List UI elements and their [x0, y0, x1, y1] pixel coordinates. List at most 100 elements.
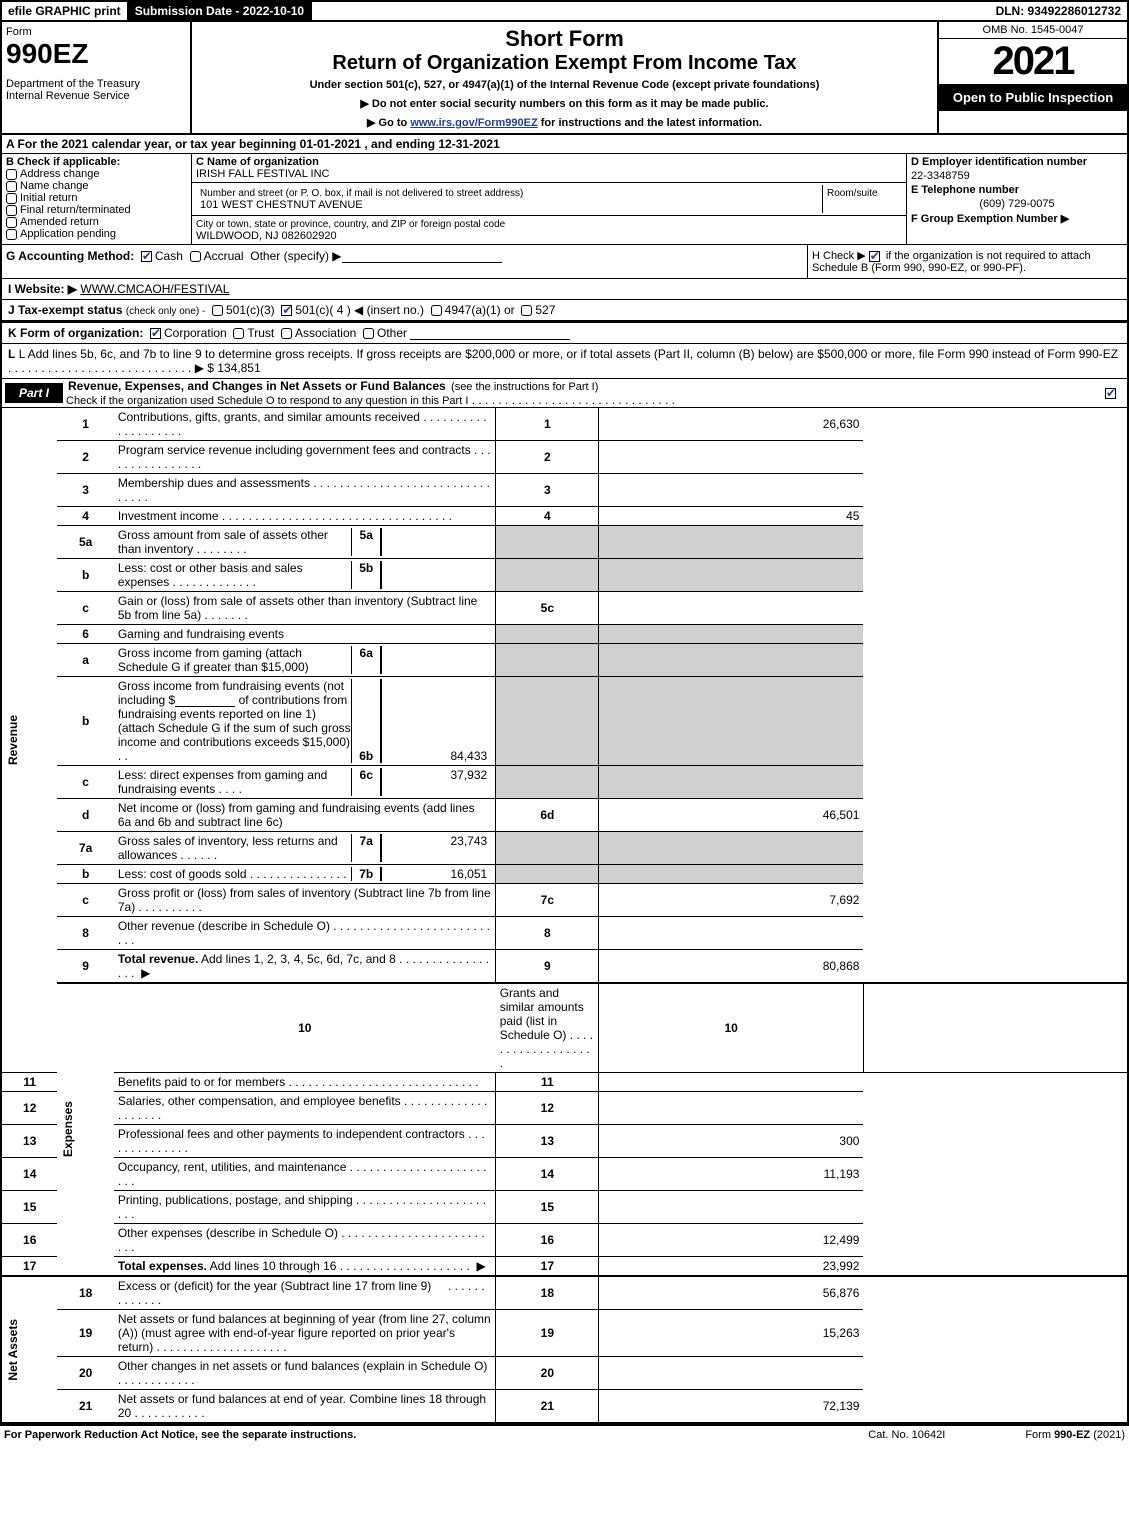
form-label: Form — [6, 26, 186, 38]
line-13: 13Professional fees and other payments t… — [1, 1125, 1128, 1158]
checkbox-corporation[interactable] — [150, 328, 161, 339]
opt-other-org: Other — [377, 326, 407, 340]
opt-name-change: Name change — [20, 180, 89, 192]
opt-527: 527 — [535, 303, 555, 317]
short-form-title: Short Form — [196, 26, 933, 52]
side-net-assets: Net Assets — [6, 1319, 20, 1381]
line-8: 8Other revenue (describe in Schedule O) … — [1, 917, 1128, 950]
line-6: 6Gaming and fundraising events — [1, 625, 1128, 644]
part-i-tab: Part I — [5, 383, 63, 403]
side-revenue: Revenue — [6, 715, 20, 765]
part-i-title: Revenue, Expenses, and Changes in Net As… — [66, 377, 448, 395]
line-1: Revenue 1Contributions, gifts, grants, a… — [1, 408, 1128, 441]
line-a: A For the 2021 calendar year, or tax yea… — [0, 135, 1129, 154]
checkbox-other-org[interactable] — [363, 328, 374, 339]
org-address: 101 WEST CHESTNUT AVENUE — [200, 199, 363, 211]
checkbox-name-change[interactable] — [6, 181, 17, 192]
line-5a: 5aGross amount from sale of assets other… — [1, 526, 1128, 559]
line-14: 14Occupancy, rent, utilities, and mainte… — [1, 1158, 1128, 1191]
checkbox-address-change[interactable] — [6, 169, 17, 180]
line-6a: aGross income from gaming (attach Schedu… — [1, 644, 1128, 677]
col-c: C Name of organizationIRISH FALL FESTIVA… — [192, 154, 907, 244]
checkbox-527[interactable] — [521, 305, 532, 316]
open-to-public: Open to Public Inspection — [939, 84, 1127, 111]
ein-value: 22-3348759 — [911, 168, 1123, 184]
line-j: J Tax-exempt status (check only one) - 5… — [0, 300, 1129, 321]
omb-number: OMB No. 1545-0047 — [939, 22, 1127, 39]
k-label: K Form of organization: — [8, 326, 143, 340]
line-21: 21Net assets or fund balances at end of … — [1, 1390, 1128, 1424]
footer-mid: Cat. No. 10642I — [868, 1429, 945, 1441]
line-i: I Website: ▶ WWW.CMCAOH/FESTIVAL — [0, 279, 1129, 300]
department: Department of the Treasury Internal Reve… — [6, 78, 186, 102]
checkbox-accrual[interactable] — [190, 251, 201, 262]
form-header: Form 990EZ Department of the Treasury In… — [0, 22, 1129, 135]
other-specify-input[interactable] — [342, 250, 502, 263]
part-i-bar: Part I Revenue, Expenses, and Changes in… — [0, 379, 1129, 408]
group-exemption-label: F Group Exemption Number ▶ — [911, 213, 1069, 225]
phone-label: E Telephone number — [911, 184, 1019, 196]
col-def: D Employer identification number 22-3348… — [907, 154, 1127, 244]
line-6c: cLess: direct expenses from gaming and f… — [1, 766, 1128, 799]
checkbox-501c[interactable] — [281, 305, 292, 316]
checkbox-trust[interactable] — [233, 328, 244, 339]
checkbox-association[interactable] — [281, 328, 292, 339]
line-18: Net Assets 18Excess or (deficit) for the… — [1, 1276, 1128, 1310]
tax-year: 2021 — [939, 39, 1127, 84]
checkbox-initial-return[interactable] — [6, 193, 17, 204]
opt-address-change: Address change — [20, 168, 100, 180]
line-7a: 7aGross sales of inventory, less returns… — [1, 832, 1128, 865]
line-g: G Accounting Method: Cash Accrual Other … — [2, 245, 807, 278]
lines-table: Revenue 1Contributions, gifts, grants, a… — [0, 408, 1129, 1424]
opt-cash: Cash — [155, 249, 183, 263]
opt-final-return: Final return/terminated — [20, 204, 131, 216]
line-6d: dNet income or (loss) from gaming and fu… — [1, 799, 1128, 832]
l-text: L Add lines 5b, 6c, and 7b to line 9 to … — [19, 347, 1118, 361]
h-text: H Check ▶ — [812, 250, 869, 262]
opt-501c: 501(c)( 4 ) ◀ (insert no.) — [295, 303, 424, 317]
warning-2: ▶ Go to www.irs.gov/Form990EZ for instru… — [196, 116, 933, 129]
line-11: 11Benefits paid to or for members . . . … — [1, 1073, 1128, 1092]
submission-date: Submission Date - 2022-10-10 — [129, 2, 312, 20]
website-label: I Website: ▶ — [8, 282, 77, 296]
opt-association: Association — [295, 326, 356, 340]
line-19: 19Net assets or fund balances at beginni… — [1, 1310, 1128, 1357]
line-k: K Form of organization: Corporation Trus… — [0, 321, 1129, 344]
checkbox-application-pending[interactable] — [6, 229, 17, 240]
j-label: J Tax-exempt status — [8, 303, 123, 317]
part-i-sub: Check if the organization used Schedule … — [66, 395, 468, 407]
addr-label: Number and street (or P. O. box, if mail… — [200, 188, 523, 199]
line-9: 9Total revenue. Add lines 1, 2, 3, 4, 5c… — [1, 950, 1128, 984]
warn2-pre: ▶ Go to — [367, 117, 410, 129]
line-6b: bGross income from fundraising events (n… — [1, 677, 1128, 766]
checkbox-4947[interactable] — [431, 305, 442, 316]
part-i-note: (see the instructions for Part I) — [451, 381, 598, 393]
b-label: B Check if applicable: — [6, 156, 120, 168]
j-sub: (check only one) - — [126, 306, 205, 317]
ein-label: D Employer identification number — [911, 156, 1087, 168]
city-label: City or town, state or province, country… — [196, 219, 505, 230]
checkbox-501c3[interactable] — [212, 305, 223, 316]
warning-1: ▶ Do not enter social security numbers o… — [196, 97, 933, 110]
other-org-input[interactable] — [410, 327, 570, 340]
checkbox-amended-return[interactable] — [6, 217, 17, 228]
line-5b: bLess: cost or other basis and sales exp… — [1, 559, 1128, 592]
irs-link[interactable]: www.irs.gov/Form990EZ — [410, 117, 537, 129]
efile-label: efile GRAPHIC print — [2, 2, 129, 20]
line-7c: cGross profit or (loss) from sales of in… — [1, 884, 1128, 917]
line-12: 12Salaries, other compensation, and empl… — [1, 1092, 1128, 1125]
line-10: Expenses 10Grants and similar amounts pa… — [1, 983, 1128, 1073]
checkbox-cash[interactable] — [141, 251, 152, 262]
opt-501c3: 501(c)(3) — [226, 303, 275, 317]
checkbox-schedule-o[interactable] — [1105, 388, 1116, 399]
checkbox-final-return[interactable] — [6, 205, 17, 216]
section-gh: G Accounting Method: Cash Accrual Other … — [0, 245, 1129, 279]
footer-left: For Paperwork Reduction Act Notice, see … — [4, 1429, 868, 1441]
line-2: 2Program service revenue including gover… — [1, 441, 1128, 474]
line-20: 20Other changes in net assets or fund ba… — [1, 1357, 1128, 1390]
footer-right: Form 990-EZ (2021) — [1025, 1429, 1125, 1441]
checkbox-schedule-b[interactable] — [869, 251, 880, 262]
section-bcdef: B Check if applicable: Address change Na… — [0, 154, 1129, 245]
phone-value: (609) 729-0075 — [911, 196, 1123, 212]
top-bar: efile GRAPHIC print Submission Date - 20… — [0, 0, 1129, 22]
